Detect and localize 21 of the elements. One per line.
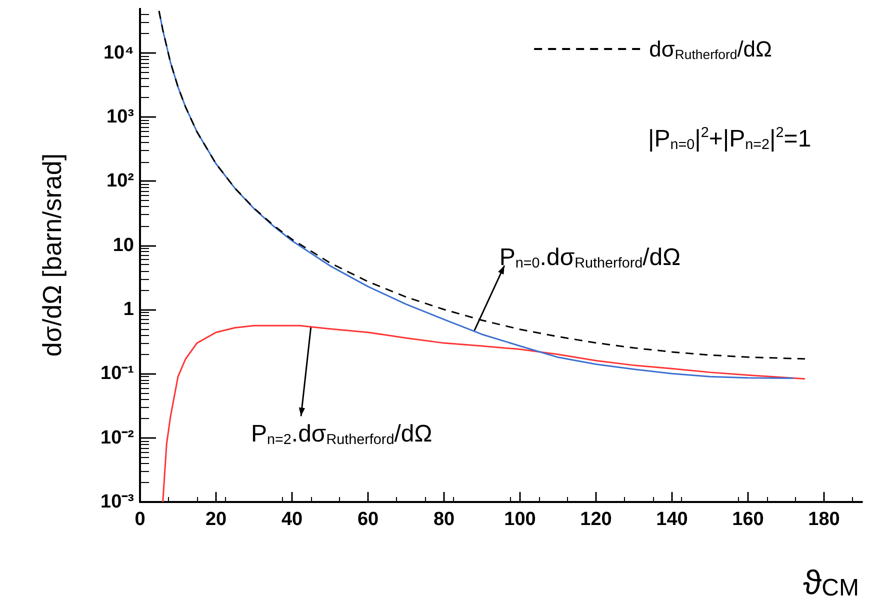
x-tick-label: 60 bbox=[357, 509, 379, 530]
x-tick-label: 40 bbox=[281, 509, 303, 530]
y-tick-label: 10³ bbox=[106, 106, 134, 128]
x-tick-label: 140 bbox=[656, 509, 688, 530]
x-tick-label: 80 bbox=[433, 509, 455, 530]
x-tick-label: 180 bbox=[808, 509, 840, 530]
x-tick-label: 160 bbox=[732, 509, 764, 530]
y-tick-label: 10 bbox=[112, 234, 134, 256]
y-tick-label: 10⁴ bbox=[103, 42, 134, 64]
x-tick-label: 100 bbox=[504, 509, 536, 530]
y-tick-label: 10⁻¹ bbox=[100, 363, 134, 384]
y-tick-label: 10² bbox=[106, 170, 134, 192]
x-tick-label: 120 bbox=[580, 509, 612, 530]
y-tick-label: 1 bbox=[123, 299, 134, 320]
y-tick-label: 10⁻³ bbox=[100, 492, 134, 512]
line-series bbox=[162, 324, 806, 503]
y-axis-title: dσ/dΩ [barn/srad] bbox=[37, 153, 67, 357]
x-tick-label: 20 bbox=[205, 509, 227, 530]
x-tick-label: 0 bbox=[134, 509, 146, 530]
x-axis-title: ϑCM bbox=[803, 564, 860, 602]
y-tick-label: 10⁻² bbox=[100, 427, 134, 448]
